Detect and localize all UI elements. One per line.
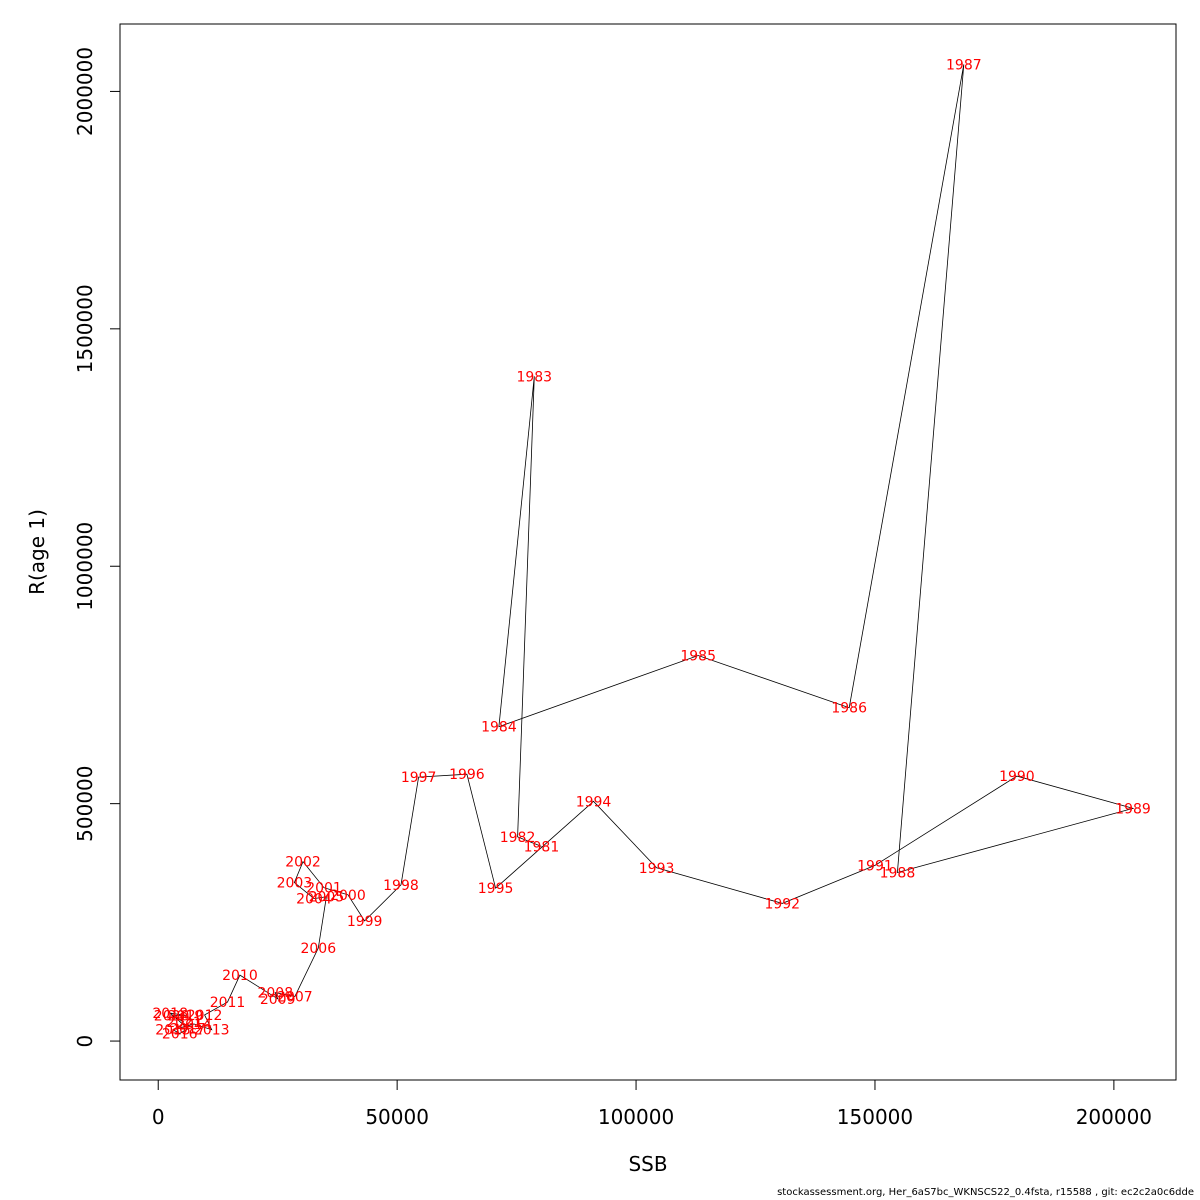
point-label-1990: 1990 — [999, 769, 1035, 785]
point-label-1983: 1983 — [516, 369, 552, 385]
x-tick-label: 50000 — [365, 1105, 429, 1129]
point-label-1992: 1992 — [764, 896, 800, 912]
point-label-1993: 1993 — [639, 861, 675, 877]
point-label-1991: 1991 — [857, 858, 893, 874]
point-label-2003: 2003 — [277, 875, 313, 891]
x-tick-label: 200000 — [1076, 1105, 1152, 1129]
y-axis-title: R(age 1) — [25, 509, 49, 595]
point-label-2010: 2010 — [222, 968, 258, 984]
point-label-1999: 1999 — [347, 914, 383, 930]
x-axis-title: SSB — [628, 1152, 667, 1176]
point-label-2021: 2021 — [166, 1015, 202, 1031]
x-axis: 0 50000 100000 150000 200000 — [152, 1080, 1152, 1129]
y-tick-label: 1000000 — [73, 522, 97, 611]
y-tick-label: 0 — [73, 1035, 97, 1048]
x-tick-label: 0 — [152, 1105, 165, 1129]
point-label-1996: 1996 — [449, 767, 485, 783]
point-label-1987: 1987 — [946, 57, 982, 73]
point-label-1989: 1989 — [1115, 801, 1151, 817]
plot-frame — [120, 24, 1176, 1080]
y-tick-label: 1500000 — [73, 284, 97, 373]
point-label-1995: 1995 — [478, 881, 514, 897]
x-tick-label: 100000 — [598, 1105, 674, 1129]
y-tick-label: 500000 — [73, 765, 97, 841]
year-labels: 1981198219831984198519861987198819891990… — [152, 57, 1150, 1042]
point-label-1984: 1984 — [481, 720, 517, 736]
point-label-2005: 2005 — [309, 890, 345, 906]
point-label-1985: 1985 — [680, 649, 716, 665]
point-label-2009: 2009 — [260, 992, 296, 1008]
point-label-1997: 1997 — [401, 770, 437, 786]
point-label-1986: 1986 — [831, 701, 867, 717]
point-label-1994: 1994 — [576, 794, 612, 810]
footer-source-text: stockassessment.org, Her_6aS7bc_WKNSCS22… — [777, 1187, 1194, 1198]
y-axis: 0 500000 1000000 1500000 2000000 — [73, 47, 120, 1048]
point-label-2006: 2006 — [300, 941, 336, 957]
point-label-2002: 2002 — [285, 855, 321, 871]
stock-recruitment-chart: 0 50000 100000 150000 200000 0 500000 1000000 1… — [0, 0, 1200, 1200]
x-tick-label: 150000 — [837, 1105, 913, 1129]
y-tick-label: 2000000 — [73, 47, 97, 136]
point-label-1982: 1982 — [500, 830, 536, 846]
point-label-1998: 1998 — [383, 878, 419, 894]
